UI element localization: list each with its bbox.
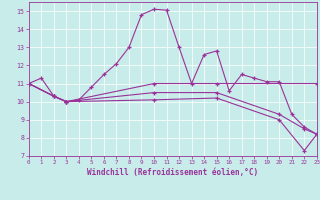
X-axis label: Windchill (Refroidissement éolien,°C): Windchill (Refroidissement éolien,°C) — [87, 168, 258, 177]
